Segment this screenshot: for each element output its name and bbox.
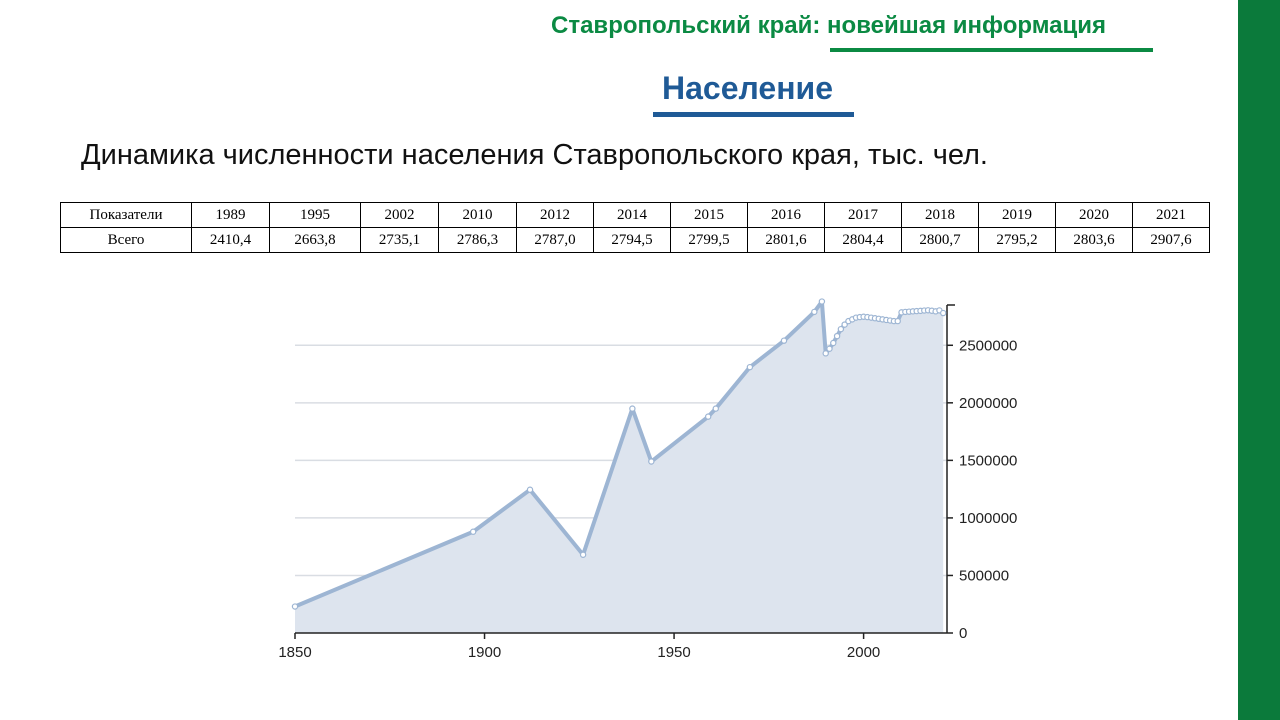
table-value-cell: 2803,6 — [1055, 227, 1133, 253]
x-tick-label: 1950 — [657, 644, 690, 661]
table-value-cell: 2794,5 — [593, 227, 671, 253]
data-point — [837, 325, 845, 333]
chart-axes: 0 500000 1000000 1500000 2000000 2500000 1850 1… — [278, 304, 1017, 661]
data-point — [712, 405, 719, 412]
data-point — [841, 321, 848, 328]
table-header-label: Показатели — [60, 202, 192, 228]
data-point — [629, 405, 636, 412]
data-point — [811, 308, 818, 316]
header-underline — [830, 48, 1153, 52]
data-point — [833, 332, 841, 340]
chart-subtitle: Динамика численности населения Ставропол… — [81, 139, 988, 171]
table-year-cell: 1995 — [269, 202, 361, 228]
table-year-cell: 1989 — [191, 202, 270, 228]
table-year-cell: 2002 — [360, 202, 439, 228]
y-tick-label: 500000 — [959, 567, 1009, 584]
table-value-cell: 2735,1 — [360, 227, 439, 253]
data-point — [822, 350, 829, 357]
y-tick-label: 2000000 — [959, 395, 1017, 412]
population-area-chart: 0 500000 1000000 1500000 2000000 2500000 1850 1… — [278, 298, 1017, 661]
table-year-cell: 2014 — [593, 202, 671, 228]
data-point — [818, 298, 826, 305]
table-year-cell: 2016 — [747, 202, 825, 228]
table-value-cell: 2786,3 — [438, 227, 517, 253]
data-point — [830, 339, 837, 347]
table-value-cell: 2799,5 — [670, 227, 748, 253]
data-point — [746, 363, 754, 371]
table-year-cell: 2015 — [670, 202, 748, 228]
table-value-cell: 2907,6 — [1132, 227, 1210, 253]
data-point — [469, 528, 477, 535]
table-value-cell: 2787,0 — [516, 227, 594, 253]
data-point — [780, 337, 788, 344]
table-value-cell: 2410,4 — [191, 227, 270, 253]
table-year-cell: 2018 — [901, 202, 979, 228]
y-tick-label: 2500000 — [959, 337, 1017, 354]
table-year-cell: 2021 — [1132, 202, 1210, 228]
data-point — [940, 309, 947, 317]
table-year-cell: 2019 — [978, 202, 1056, 228]
data-point — [894, 317, 901, 325]
data-point — [826, 345, 833, 352]
section-underline — [653, 112, 854, 117]
series-area — [294, 299, 945, 633]
x-tick-label: 2000 — [847, 644, 880, 661]
data-point — [648, 458, 655, 465]
table-year-cell: 2020 — [1055, 202, 1133, 228]
table-value-cell: 2663,8 — [269, 227, 361, 253]
table-value-cell: 2800,7 — [901, 227, 979, 253]
data-point — [526, 486, 534, 493]
table-value-cell: 2801,6 — [747, 227, 825, 253]
section-title: Население — [662, 70, 833, 106]
y-tick-label: 1500000 — [959, 452, 1017, 469]
y-tick-label: 0 — [959, 625, 967, 642]
data-point — [291, 603, 299, 610]
x-tick-label: 1850 — [278, 644, 311, 661]
data-point — [579, 551, 587, 558]
series-points — [291, 298, 947, 610]
table-value-cell: 2795,2 — [978, 227, 1056, 253]
data-point — [704, 413, 712, 420]
table-year-cell: 2017 — [824, 202, 902, 228]
header-title: Ставропольский край: новейшая информация — [551, 12, 1106, 39]
table-year-cell: 2012 — [516, 202, 594, 228]
y-tick-label: 1000000 — [959, 510, 1017, 527]
table-value-cell: 2804,4 — [824, 227, 902, 253]
table-value-row: Всего 2410,4 2663,8 2735,1 2786,3 2787,0… — [60, 227, 1210, 253]
table-row-label: Всего — [60, 227, 192, 253]
population-table: Показатели 1989 1995 2002 2010 2012 2014… — [60, 202, 1210, 253]
table-header-row: Показатели 1989 1995 2002 2010 2012 2014… — [60, 202, 1210, 228]
green-side-bar — [1238, 0, 1280, 720]
x-tick-label: 1900 — [468, 644, 501, 661]
series-fill — [295, 301, 944, 633]
table-year-cell: 2010 — [438, 202, 517, 228]
